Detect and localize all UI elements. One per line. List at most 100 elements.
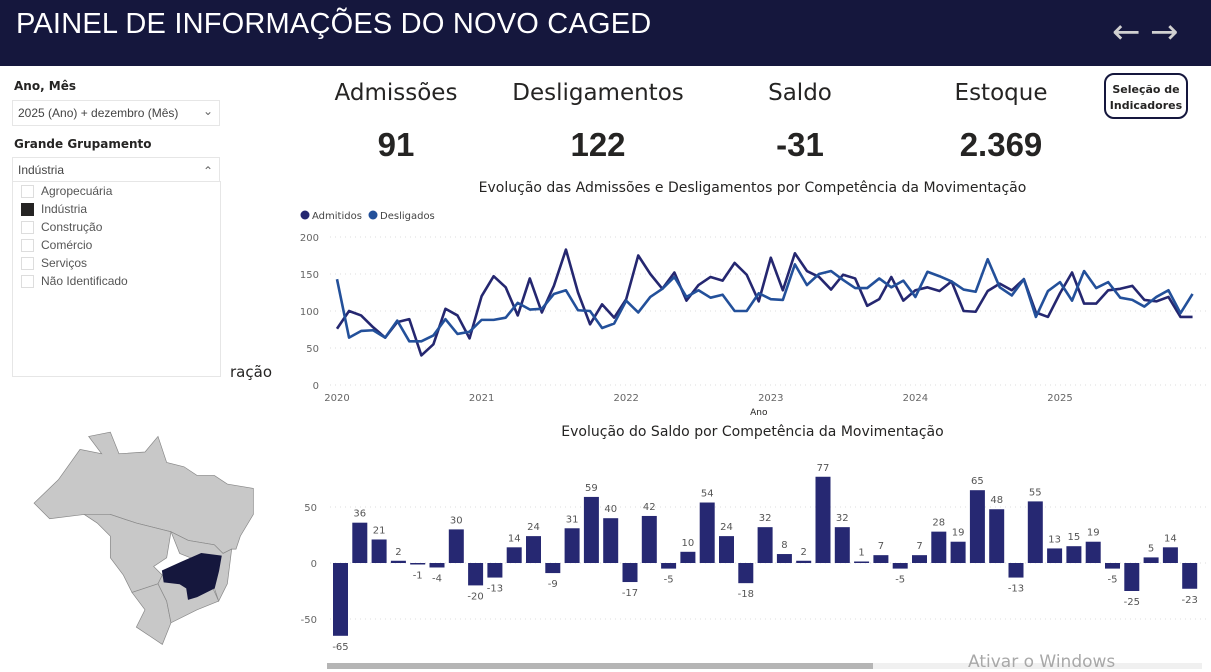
bar-data-label: -1 — [413, 571, 423, 582]
bar — [1143, 557, 1159, 563]
group-option-label: Não Identificado — [41, 274, 128, 288]
bar-data-label: -13 — [487, 584, 503, 595]
legend-marker — [300, 210, 310, 220]
bar-data-label: 65 — [971, 476, 984, 487]
x-tick-label: 2024 — [903, 393, 928, 404]
bar — [1085, 541, 1101, 563]
brazil-map[interactable] — [15, 392, 275, 662]
x-tick-label: 2023 — [758, 393, 783, 404]
group-option[interactable]: Comércio — [13, 236, 220, 254]
bar — [545, 563, 561, 574]
bar — [410, 563, 426, 565]
bar — [757, 527, 773, 563]
bar — [352, 522, 368, 563]
group-option[interactable]: Agropecuária — [13, 182, 220, 200]
bar-data-label: -20 — [467, 591, 483, 602]
checkbox[interactable] — [21, 238, 34, 252]
bar — [487, 563, 503, 578]
group-option[interactable]: Não Identificado — [13, 272, 220, 290]
bar-data-label: -5 — [1108, 575, 1118, 586]
group-option-label: Indústria — [41, 202, 88, 216]
bar — [1162, 547, 1178, 563]
bar — [950, 541, 966, 563]
indicator-selection-line1: Seleção de — [1112, 83, 1180, 96]
admissions-dismissals-line-chart[interactable]: 0 50 100 150 200 2020 2021 2022 2023 2024 2025 Ano A… — [295, 200, 1211, 422]
kpi-value: 2.369 — [959, 126, 1043, 163]
bar-data-label: 7 — [916, 541, 922, 552]
bar-data-label: 8 — [781, 540, 787, 551]
kpi-label: Desligamentos — [512, 80, 684, 106]
chart-scrollbar-thumb[interactable] — [327, 663, 873, 669]
bar — [583, 496, 599, 563]
checkbox[interactable] — [21, 256, 34, 270]
legend-label: Desligados — [380, 211, 435, 222]
indicator-selection-line2: Indicadores — [1109, 99, 1183, 112]
bar — [468, 563, 484, 586]
bar — [564, 528, 580, 563]
bar-data-label: 21 — [373, 525, 386, 536]
group-option-label: Serviços — [41, 256, 88, 270]
series-line-admitidos — [335, 248, 1193, 357]
group-option-label: Agropecuária — [41, 184, 113, 198]
kpi-value: 122 — [570, 126, 626, 163]
bar — [1008, 563, 1024, 578]
group-options-list: Agropecuária Indústria Construção Comércio S… — [12, 181, 221, 377]
map-state-minas-gerais — [161, 552, 222, 600]
kpi-label: Estoque — [954, 80, 1048, 106]
bar-data-label: 77 — [817, 463, 830, 474]
bar-data-label: 32 — [836, 513, 849, 524]
bar-data-label: 54 — [701, 489, 714, 500]
checkbox[interactable] — [21, 274, 34, 288]
group-option[interactable]: Construção — [13, 218, 220, 236]
bar — [1124, 563, 1140, 591]
bar-data-label: 2 — [801, 547, 807, 558]
bar-data-label: 10 — [682, 538, 695, 549]
group-dropdown-value: Indústria — [18, 163, 65, 177]
bar — [1105, 563, 1120, 569]
bar — [622, 563, 638, 583]
y-tick-label: 50 — [304, 503, 317, 514]
bar-data-label: -18 — [738, 589, 754, 600]
bar — [854, 561, 870, 563]
bar-data-label: -5 — [664, 575, 674, 586]
back-arrow-icon[interactable]: ← — [1112, 12, 1141, 52]
bar — [738, 563, 754, 584]
y-tick-label: 200 — [300, 233, 319, 244]
bar — [526, 536, 541, 563]
bar — [1027, 501, 1043, 563]
bar-data-label: 36 — [353, 509, 366, 520]
y-tick-label: 0 — [311, 559, 317, 570]
bar — [834, 527, 850, 563]
legend-marker — [368, 210, 378, 220]
forward-arrow-icon[interactable]: → — [1150, 12, 1179, 52]
bar — [603, 518, 619, 563]
bar — [989, 509, 1005, 563]
x-tick-label: 2022 — [613, 393, 638, 404]
checkbox[interactable] — [21, 220, 34, 234]
checkbox[interactable] — [21, 184, 34, 198]
bar-data-label: -4 — [432, 573, 442, 584]
bar-data-label: 5 — [1148, 543, 1154, 554]
bar-data-label: 7 — [878, 541, 884, 552]
bar-data-label: 14 — [508, 533, 521, 544]
y-tick-label: 100 — [300, 307, 319, 318]
x-axis-title: Ano — [750, 408, 768, 418]
bar — [873, 555, 889, 563]
period-dropdown[interactable]: 2025 (Ano) + dezembro (Mês) ⌄ — [12, 100, 220, 126]
indicator-selection-button[interactable]: Seleção de Indicadores — [1104, 73, 1188, 119]
group-dropdown[interactable]: Indústria ⌃ — [12, 157, 220, 183]
map-title: ração — [230, 363, 272, 381]
bar-data-label: -13 — [1008, 584, 1024, 595]
checkbox[interactable] — [21, 202, 34, 216]
chevron-up-icon: ⌃ — [202, 164, 213, 178]
bar-data-label: 24 — [527, 522, 540, 533]
bar — [1182, 563, 1198, 589]
group-option[interactable]: Indústria — [13, 200, 220, 218]
bar-data-label: -65 — [332, 642, 348, 653]
x-tick-label: 2025 — [1047, 393, 1072, 404]
bar-data-label: 40 — [604, 504, 617, 515]
group-option[interactable]: Serviços — [13, 254, 220, 272]
bar — [719, 536, 734, 563]
bar-data-label: 14 — [1164, 533, 1177, 544]
